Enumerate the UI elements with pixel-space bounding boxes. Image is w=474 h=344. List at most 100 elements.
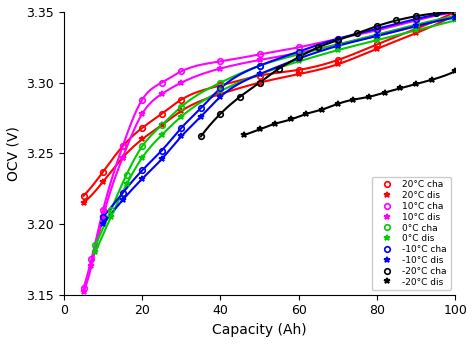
20°C cha — [374, 42, 380, 46]
20°C dis — [257, 80, 263, 85]
-20°C dis — [319, 107, 325, 111]
-10°C dis — [100, 222, 106, 226]
0°C cha — [218, 80, 223, 85]
0°C dis — [257, 72, 263, 76]
-10°C dis — [374, 34, 380, 38]
-20°C dis — [398, 86, 403, 90]
20°C cha — [452, 10, 458, 14]
10°C cha — [335, 37, 341, 41]
-20°C cha — [315, 45, 321, 49]
20°C cha — [139, 126, 145, 130]
20°C dis — [218, 92, 223, 96]
-20°C dis — [351, 98, 356, 102]
10°C cha — [218, 60, 223, 64]
10°C cha — [89, 257, 94, 261]
-10°C cha — [296, 50, 301, 54]
Line: 10°C dis: 10°C dis — [81, 13, 458, 295]
-20°C cha — [433, 11, 438, 15]
0°C dis — [179, 115, 184, 119]
-10°C cha — [218, 86, 223, 90]
10°C dis — [296, 51, 301, 55]
10°C dis — [179, 80, 184, 85]
0°C cha — [159, 123, 164, 127]
-20°C cha — [374, 24, 380, 28]
10°C cha — [179, 69, 184, 73]
0°C cha — [108, 208, 114, 212]
-10°C dis — [257, 72, 263, 76]
10°C cha — [257, 52, 263, 56]
10°C dis — [81, 290, 86, 294]
20°C cha — [335, 58, 341, 62]
10°C dis — [159, 92, 164, 96]
-10°C dis — [452, 15, 458, 20]
-10°C cha — [139, 168, 145, 172]
X-axis label: Capacity (Ah): Capacity (Ah) — [212, 323, 307, 337]
0°C cha — [139, 144, 145, 148]
20°C cha — [100, 170, 106, 174]
0°C dis — [218, 89, 223, 93]
Line: -20°C dis: -20°C dis — [241, 68, 458, 138]
20°C dis — [452, 13, 458, 17]
0°C cha — [92, 243, 98, 247]
-20°C cha — [355, 31, 360, 35]
-10°C cha — [120, 191, 126, 195]
-20°C dis — [366, 95, 372, 99]
10°C cha — [81, 286, 86, 290]
-20°C dis — [452, 69, 458, 73]
10°C cha — [100, 208, 106, 212]
0°C cha — [257, 64, 263, 68]
Line: -20°C cha: -20°C cha — [198, 9, 458, 139]
0°C dis — [108, 215, 114, 219]
Line: 20°C dis: 20°C dis — [81, 12, 458, 206]
20°C dis — [120, 155, 126, 160]
-10°C cha — [100, 215, 106, 219]
10°C dis — [139, 112, 145, 116]
0°C cha — [413, 23, 419, 27]
Line: 20°C cha: 20°C cha — [81, 9, 458, 198]
-20°C cha — [413, 14, 419, 18]
-20°C cha — [218, 112, 223, 116]
0°C dis — [374, 38, 380, 42]
20°C dis — [413, 31, 419, 35]
-10°C dis — [296, 56, 301, 61]
10°C cha — [159, 80, 164, 85]
20°C cha — [413, 27, 419, 31]
20°C dis — [81, 201, 86, 205]
-20°C dis — [257, 127, 263, 131]
10°C dis — [120, 155, 126, 160]
Line: -10°C dis: -10°C dis — [100, 15, 458, 227]
20°C cha — [159, 112, 164, 116]
10°C dis — [100, 215, 106, 219]
0°C cha — [374, 32, 380, 36]
20°C cha — [257, 74, 263, 78]
-10°C cha — [257, 64, 263, 68]
-10°C dis — [218, 95, 223, 99]
-20°C dis — [413, 82, 419, 86]
0°C dis — [139, 155, 145, 160]
-10°C cha — [159, 149, 164, 153]
-20°C cha — [335, 38, 341, 42]
0°C cha — [179, 105, 184, 109]
20°C dis — [374, 47, 380, 51]
10°C cha — [139, 98, 145, 102]
-20°C dis — [335, 102, 341, 106]
Line: 0°C cha: 0°C cha — [92, 13, 458, 248]
-10°C dis — [335, 44, 341, 48]
-20°C cha — [257, 80, 263, 85]
-20°C cha — [452, 10, 458, 14]
20°C dis — [335, 62, 341, 66]
0°C dis — [335, 48, 341, 52]
-20°C dis — [304, 112, 310, 116]
10°C dis — [413, 24, 419, 28]
20°C dis — [296, 72, 301, 76]
-10°C cha — [374, 27, 380, 31]
Legend: 20°C cha, 20°C dis, 10°C cha, 10°C dis, 0°C cha, 0°C dis, -10°C cha, -10°C dis, : 20°C cha, 20°C dis, 10°C cha, 10°C dis, … — [372, 177, 451, 290]
20°C cha — [81, 194, 86, 198]
-20°C dis — [273, 121, 278, 126]
10°C dis — [374, 34, 380, 38]
Y-axis label: OCV (V): OCV (V) — [7, 126, 21, 181]
0°C cha — [296, 52, 301, 56]
10°C cha — [413, 18, 419, 22]
0°C cha — [335, 42, 341, 46]
10°C cha — [452, 10, 458, 14]
